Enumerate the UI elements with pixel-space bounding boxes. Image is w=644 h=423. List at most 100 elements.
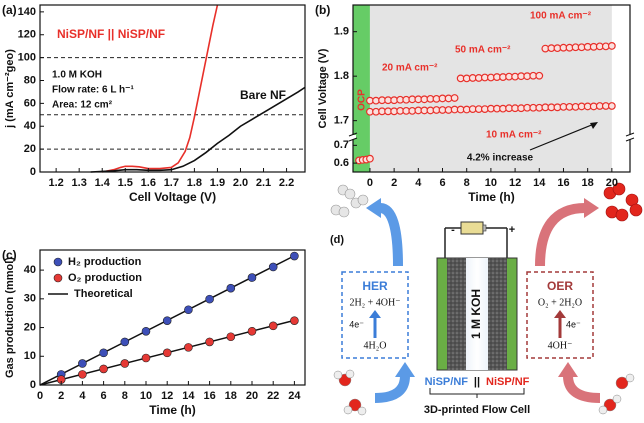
electrolyte-label: 1 M KOH xyxy=(469,289,483,339)
data-point xyxy=(141,353,151,363)
y-tick-label: 140 xyxy=(18,6,36,18)
annotation: Flow rate: 6 L h⁻¹ xyxy=(52,85,134,96)
data-point xyxy=(162,316,172,325)
h2-molecules xyxy=(330,184,369,218)
y-tick-label: 0 xyxy=(30,379,36,391)
o2-out-arrow xyxy=(535,203,586,267)
axis-break-mark xyxy=(625,137,635,142)
plot-frame xyxy=(352,4,631,173)
battery-terminal xyxy=(482,224,487,232)
data-point xyxy=(78,359,87,368)
x-tick-label: 4 xyxy=(415,177,422,189)
x-tick-label: 8 xyxy=(122,390,128,402)
data-point xyxy=(607,42,616,50)
annotation: 4.2% increase xyxy=(467,153,534,164)
x-tick-label: 6 xyxy=(101,390,107,402)
y-tick-label: 1.9 xyxy=(334,26,349,38)
x-tick-label: 1.3 xyxy=(72,177,87,189)
legend-label: O₂ production xyxy=(68,272,142,284)
data-point xyxy=(120,359,130,368)
data-point xyxy=(247,273,257,282)
y-tick-label: 1.8 xyxy=(334,70,349,82)
cathode xyxy=(447,258,466,370)
series-label: Bare NF xyxy=(240,88,286,102)
bracket xyxy=(429,388,525,398)
data-point xyxy=(290,316,299,325)
cathode-label: NiSP/NF xyxy=(425,376,469,388)
x-tick-label: 16 xyxy=(557,177,569,189)
axis-break-mark xyxy=(625,132,635,137)
x-tick-label: 1.7 xyxy=(164,177,179,189)
data-point xyxy=(78,370,87,379)
her-reactant: 4H₂O xyxy=(364,340,387,351)
caption: 3D-printed Flow Cell xyxy=(424,404,530,416)
legend-label: H₂ production xyxy=(68,256,142,268)
y-tick-label: 100 xyxy=(18,52,36,64)
panel-label: (a) xyxy=(2,3,17,17)
electrolyte xyxy=(466,258,488,370)
x-tick-label: 0 xyxy=(367,177,373,189)
data-point xyxy=(226,283,236,293)
x-tick-label: 6 xyxy=(439,177,445,189)
data-point xyxy=(247,326,257,336)
her-product: 2H₂ + 4OH⁻ xyxy=(349,297,400,308)
panel-label: (d) xyxy=(330,234,344,246)
x-tick-label: 2.1 xyxy=(256,177,271,189)
y-tick-label: 0.7 xyxy=(334,139,349,151)
y-tick-label: 40 xyxy=(24,120,36,132)
battery xyxy=(460,221,484,235)
legend-marker xyxy=(53,273,63,283)
series-line xyxy=(102,4,219,173)
x-tick-label: 2.2 xyxy=(279,177,294,189)
annotation-arrow xyxy=(529,123,595,151)
plus-terminal: + xyxy=(509,224,515,236)
x-tick-label: 20 xyxy=(606,177,618,189)
x-tick-label: 18 xyxy=(225,390,237,402)
anode-label: NiSP/NF xyxy=(486,376,530,388)
her-electrons: 4e⁻ xyxy=(349,319,364,329)
x-tick-label: 1.6 xyxy=(141,177,156,189)
h2-out-arrow xyxy=(379,203,403,267)
arrowhead xyxy=(395,362,415,377)
annotation: Area: 12 cm² xyxy=(52,100,113,111)
x-tick-label: 24 xyxy=(288,390,301,402)
data-point xyxy=(290,251,299,261)
data-point xyxy=(162,348,172,358)
x-tick-label: 1.2 xyxy=(48,177,63,189)
x-axis-label: Time (h) xyxy=(468,190,514,204)
data-point xyxy=(99,364,108,374)
axis-break-mark xyxy=(348,132,358,137)
x-tick-label: 1.5 xyxy=(118,177,133,189)
x-tick-label: 1.8 xyxy=(187,177,202,189)
x-tick-label: 4 xyxy=(79,390,86,402)
x-tick-label: 14 xyxy=(533,177,546,189)
annotation-arrowhead xyxy=(590,122,598,129)
x-tick-label: 2.0 xyxy=(233,177,248,189)
y-tick-label: 30 xyxy=(24,293,36,305)
y-tick-label: 20 xyxy=(24,321,36,333)
x-tick-label: 10 xyxy=(485,177,497,189)
her-arrowhead xyxy=(369,310,381,318)
y-tick-label: 0.6 xyxy=(334,157,349,169)
y-tick-label: 40 xyxy=(24,264,36,276)
oer-arrowhead xyxy=(554,310,566,318)
x-tick-label: 10 xyxy=(140,390,152,402)
data-point xyxy=(205,294,214,304)
y-axis-label: j (mA cm⁻²geo) xyxy=(4,49,16,129)
data-point xyxy=(99,348,108,358)
axis-break xyxy=(627,135,633,139)
x-tick-label: 0 xyxy=(37,390,43,402)
oer-product: O₂ + 2H₂O xyxy=(538,297,582,308)
panel-label: (b) xyxy=(315,3,330,17)
her-title: HER xyxy=(362,279,388,293)
y-tick-label: 60 xyxy=(24,97,36,109)
y-tick-label: 120 xyxy=(18,29,36,41)
hydroxide-in-arrow xyxy=(563,375,601,403)
data-point xyxy=(607,102,616,110)
axis-break-mark xyxy=(348,137,358,142)
axis-break xyxy=(350,135,356,139)
x-tick-label: 1.9 xyxy=(210,177,225,189)
data-point xyxy=(535,71,544,80)
legend-marker xyxy=(53,257,63,267)
